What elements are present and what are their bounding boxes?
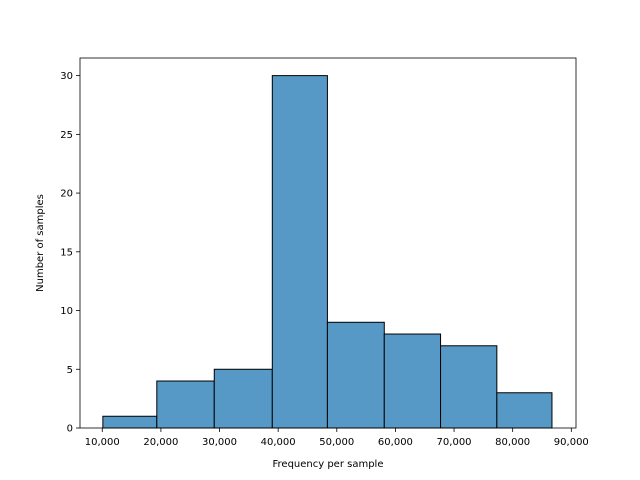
y-tick-label-3: 10 <box>60 306 73 317</box>
y-axis-title: Number of samples <box>35 194 46 292</box>
x-tick-label-2: 20,000 <box>143 437 178 448</box>
histogram-bars <box>102 75 553 429</box>
histogram-bar-7 <box>440 345 498 429</box>
x-axis-title: Frequency per sample <box>273 459 384 470</box>
x-tick-label-7: 70,000 <box>437 437 472 448</box>
y-axis-ticks: 0 5 10 15 20 25 30 <box>60 71 80 435</box>
x-tick-label-4: 40,000 <box>261 437 296 448</box>
plot-frame <box>79 57 577 429</box>
y-tick-label-2: 5 <box>67 365 73 376</box>
histogram-bar-4 <box>271 75 328 429</box>
histogram-bar-3 <box>213 368 273 429</box>
x-tick-label-5: 50,000 <box>319 437 354 448</box>
histogram-bar-5 <box>326 321 385 429</box>
histogram-bar-2 <box>156 380 215 429</box>
x-tick-label-6: 60,000 <box>378 437 413 448</box>
x-tick-label-9: 90,000 <box>554 437 589 448</box>
x-axis-ticks: 10,000 20,000 30,000 40,000 50,000 60,000 70,0… <box>85 428 589 448</box>
histogram-bar-1 <box>102 415 158 429</box>
y-tick-label-7: 30 <box>60 71 73 82</box>
x-tick-label-1: 10,000 <box>85 437 120 448</box>
x-tick-label-8: 80,000 <box>495 437 530 448</box>
y-tick-label-6: 25 <box>60 130 73 141</box>
histogram-bar-6 <box>383 333 442 429</box>
y-tick-label-5: 20 <box>60 189 73 200</box>
x-tick-label-3: 30,000 <box>202 437 237 448</box>
y-tick-label-4: 15 <box>60 247 73 258</box>
y-tick-label-1: 0 <box>67 424 73 435</box>
histogram-bar-8 <box>496 392 553 429</box>
